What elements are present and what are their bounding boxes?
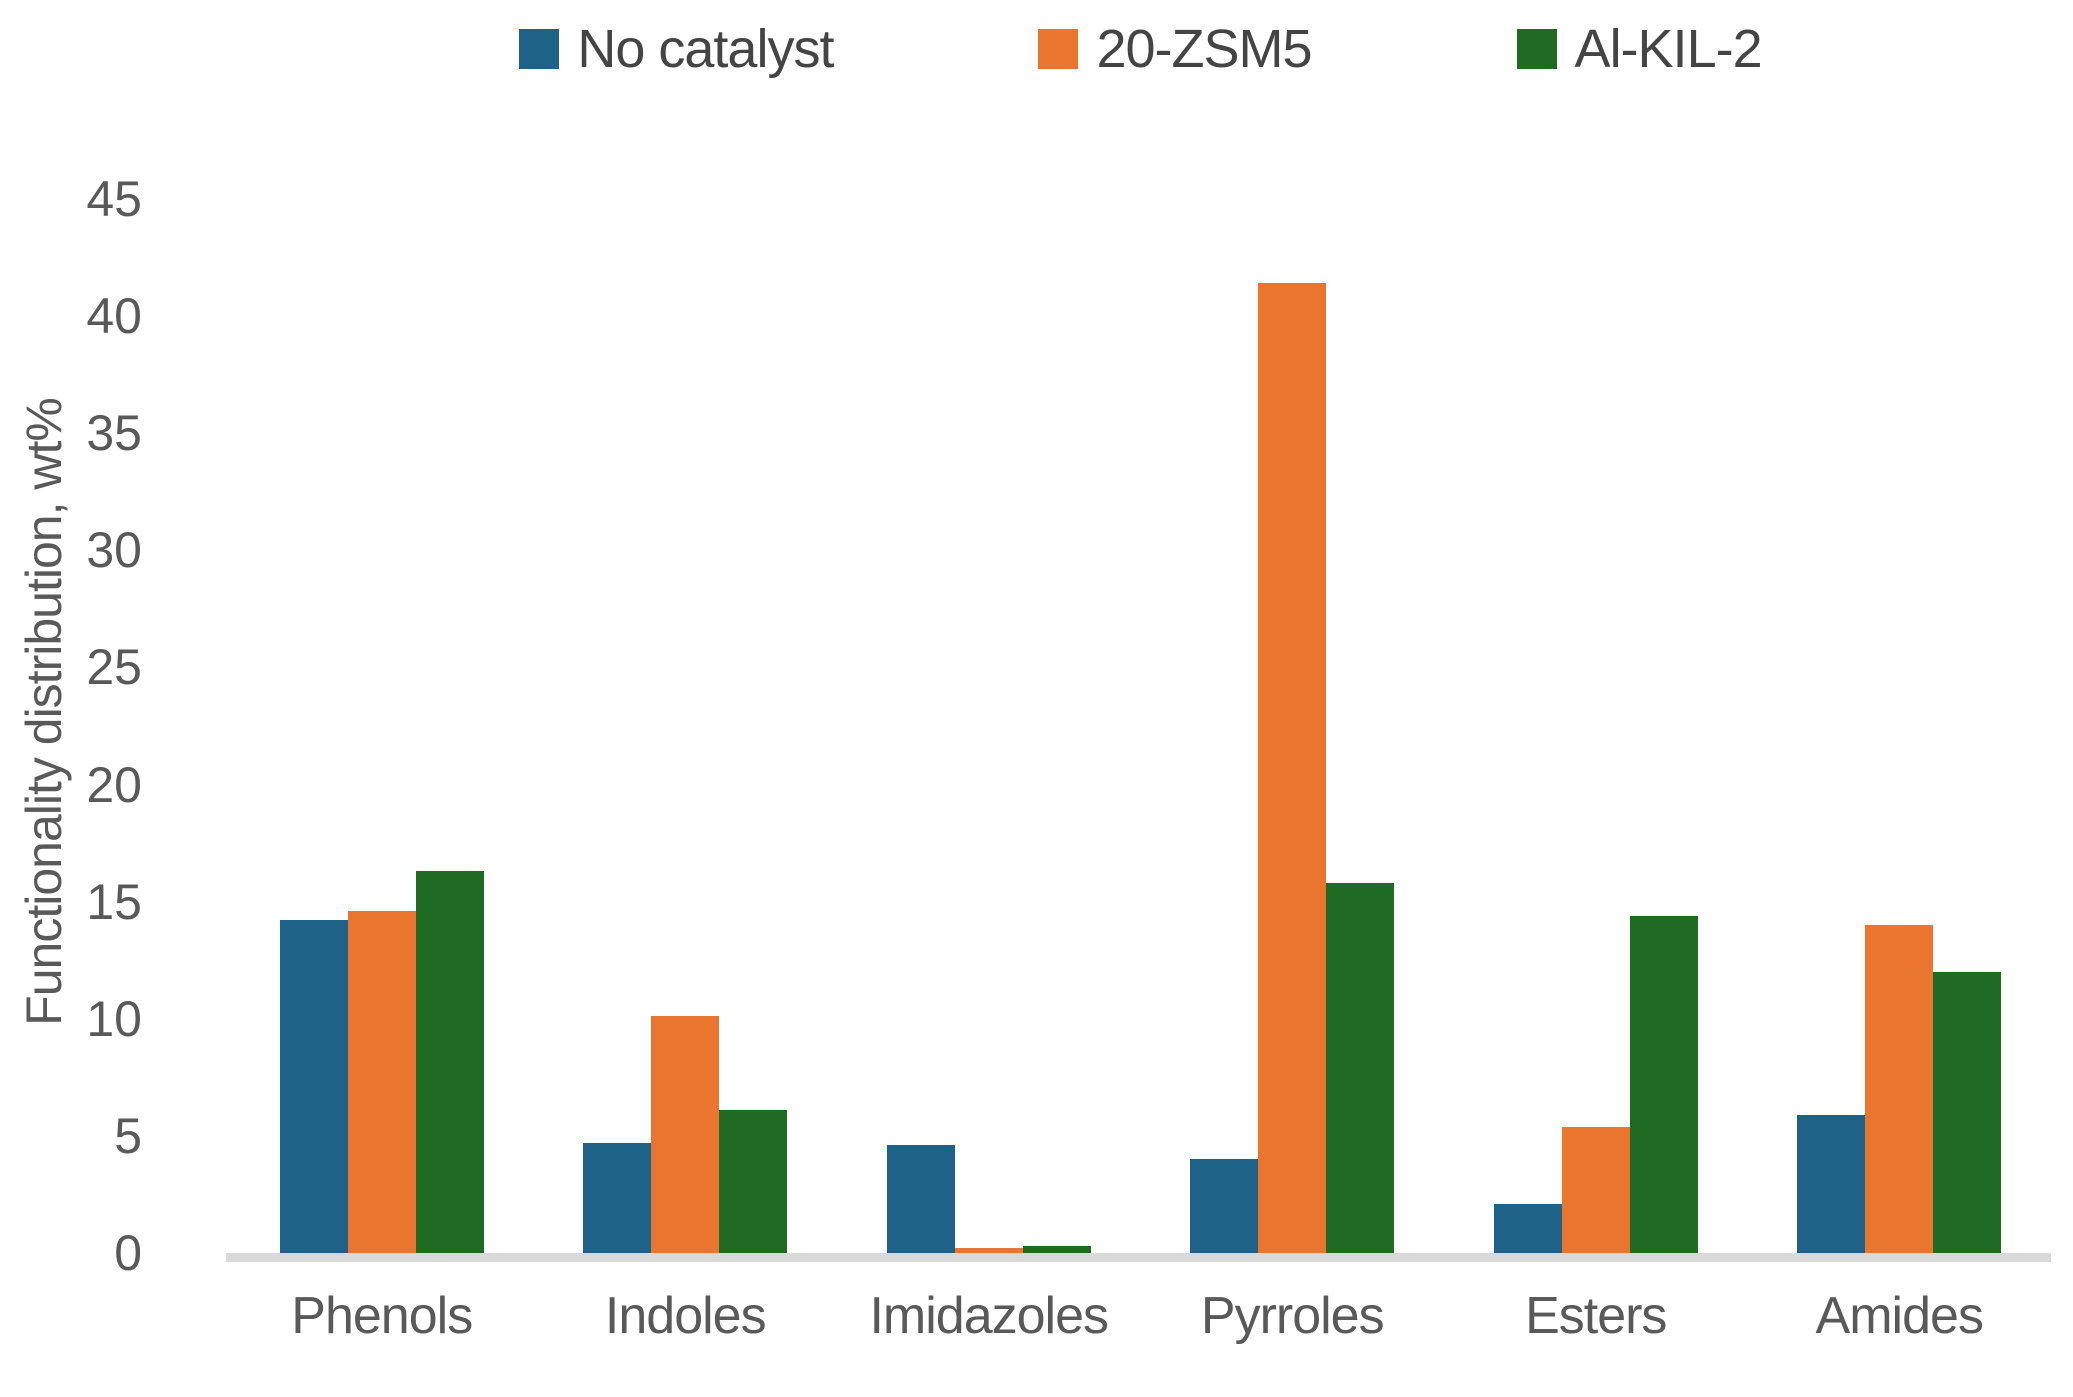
bar-amides-al-kil-2 [1933,972,2002,1253]
bar-amides-20-zsm5 [1865,925,1934,1253]
bar-amides-no-catalyst [1797,1115,1866,1253]
bar-imidazoles-20-zsm5 [954,1248,1023,1253]
x-axis-line [226,1253,2051,1262]
chart-legend: No catalyst 20-ZSM5 Al-KIL-2 [230,14,2051,84]
y-tick-label-5: 5 [114,1107,142,1164]
x-axis-label-imidazoles: Imidazoles [869,1287,1109,1345]
x-axis-label-phenols: Phenols [291,1287,473,1345]
legend-swatch-icon [1038,29,1079,69]
y-tick-label-30: 30 [86,522,142,579]
y-tick-label-35: 35 [86,405,142,462]
y-tick-label-15: 15 [86,873,142,930]
bar-group-indoles [534,199,838,1253]
bar-group-amides [1748,199,2052,1253]
y-tick-label-0: 0 [114,1225,142,1281]
bar-phenols-al-kil-2 [415,871,484,1253]
bar-imidazoles-al-kil-2 [1022,1246,1091,1253]
bar-indoles-20-zsm5 [651,1016,720,1253]
bar-pyrroles-20-zsm5 [1258,283,1327,1253]
legend-label: Al-KIL-2 [1574,19,1763,79]
legend-label: 20-ZSM5 [1096,19,1312,79]
bar-group-pyrroles [1141,199,1445,1253]
bar-esters-no-catalyst [1493,1204,1562,1253]
bar-phenols-no-catalyst [279,920,348,1253]
bar-phenols-20-zsm5 [347,911,416,1253]
x-axis-label-amides: Amides [1815,1287,1984,1345]
bar-imidazoles-no-catalyst [886,1145,955,1253]
y-tick-label-45: 45 [86,171,142,227]
y-tick-label-10: 10 [86,990,142,1047]
legend-swatch-icon [1516,29,1557,69]
bar-group-imidazoles [837,199,1141,1253]
y-tick-label-40: 40 [86,288,142,345]
y-tick-label-20: 20 [86,756,142,813]
bar-group-esters [1444,199,1748,1253]
bar-esters-20-zsm5 [1561,1127,1630,1253]
bar-pyrroles-no-catalyst [1190,1159,1259,1253]
bar-indoles-al-kil-2 [719,1110,788,1253]
y-axis-title: Functionality distribution, wt% [16,398,72,1026]
bar-group-phenols [230,199,534,1253]
x-axis-label-pyrroles: Pyrroles [1200,1287,1385,1345]
y-tick-label-25: 25 [86,639,142,696]
bar-esters-al-kil-2 [1629,916,1698,1253]
legend-label: No catalyst [577,19,834,79]
bar-pyrroles-al-kil-2 [1326,883,1395,1253]
x-axis-label-esters: Esters [1525,1287,1667,1345]
legend-swatch-icon [519,29,560,69]
legend-item-20-zsm5: 20-ZSM5 [1038,18,1313,80]
bar-indoles-no-catalyst [583,1143,652,1253]
x-axis-label-indoles: Indoles [604,1287,767,1345]
legend-item-al-kil-2: Al-KIL-2 [1516,18,1763,80]
legend-item-no-catalyst: No catalyst [519,18,834,80]
